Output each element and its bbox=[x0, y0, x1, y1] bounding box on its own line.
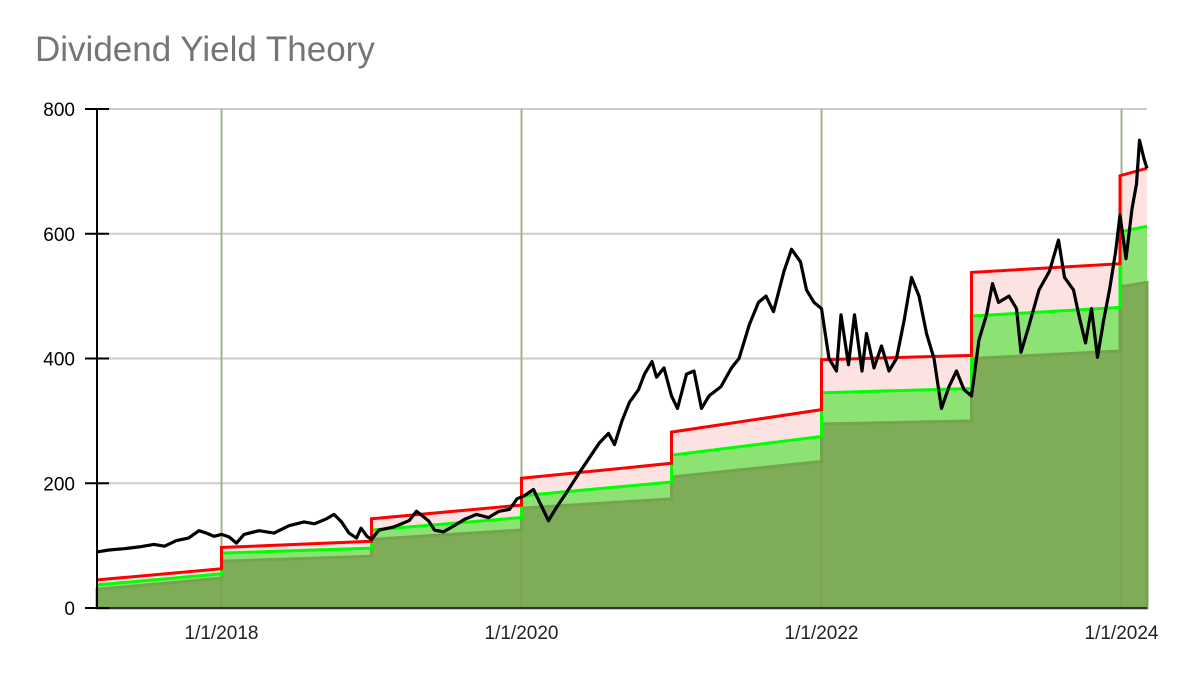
fair-value-line bbox=[96, 224, 1148, 587]
chart-title: Dividend Yield Theory bbox=[35, 30, 375, 69]
price-series bbox=[96, 138, 1149, 554]
y-tick-label: 400 bbox=[43, 350, 75, 371]
axes: 0 200 400 600 800 1/1/2018 1/1/2020 1/1/2022 1/1… bbox=[43, 100, 1159, 644]
x-tick-label: 1/1/2020 bbox=[485, 623, 559, 644]
fair-value-band bbox=[97, 226, 1147, 590]
y-tick-label: 0 bbox=[64, 599, 75, 620]
price-line bbox=[96, 138, 1149, 554]
overvalued-line bbox=[96, 166, 1148, 582]
x-tick-label: 1/1/2018 bbox=[185, 623, 259, 644]
y-tick-label: 600 bbox=[43, 225, 75, 246]
x-tick-label: 1/1/2024 bbox=[1085, 623, 1159, 644]
band-lines bbox=[96, 166, 1148, 587]
y-tick-label: 800 bbox=[43, 100, 75, 121]
x-tick-label: 1/1/2022 bbox=[785, 623, 859, 644]
y-tick-label: 200 bbox=[43, 474, 75, 495]
